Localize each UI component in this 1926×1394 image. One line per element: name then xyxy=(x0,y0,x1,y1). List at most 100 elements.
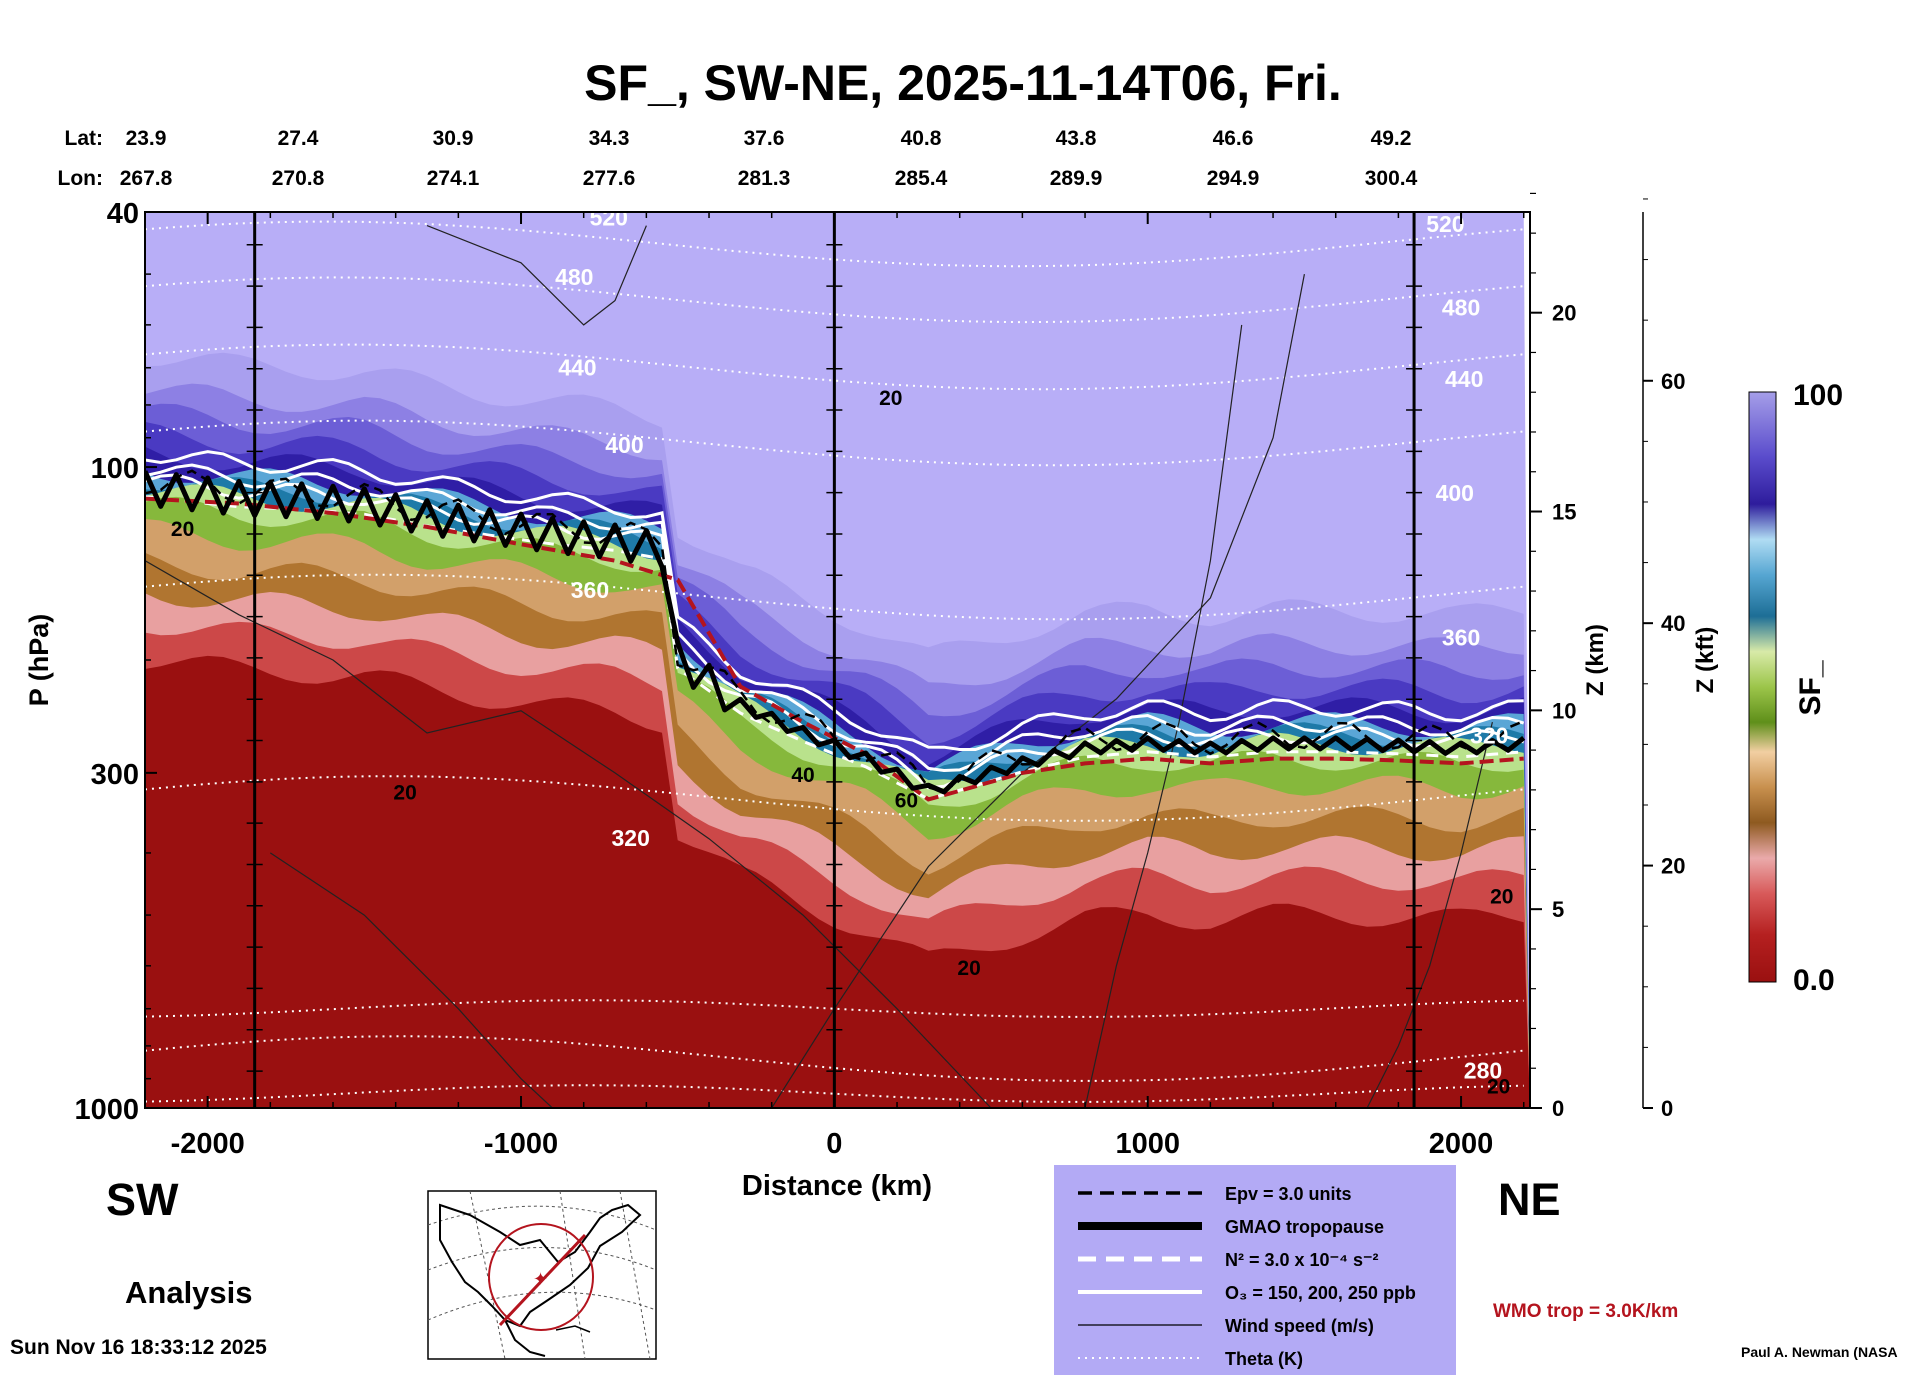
x-tick-label: 1000 xyxy=(1115,1128,1180,1160)
theta-label: 440 xyxy=(1445,366,1483,392)
theta-label: 360 xyxy=(571,577,609,603)
lon-value: 281.3 xyxy=(738,167,791,190)
timestamp: Sun Nov 16 18:33:12 2025 xyxy=(10,1336,267,1359)
x-tick-label: 2000 xyxy=(1429,1128,1494,1160)
theta-label: 280 xyxy=(1464,1058,1502,1084)
wind-label: 20 xyxy=(957,957,980,980)
colorbar-title: SF_ xyxy=(1794,660,1827,715)
legend-label: N² = 3.0 x 10⁻⁴ s⁻² xyxy=(1225,1250,1378,1270)
lat-value: 46.6 xyxy=(1213,127,1254,150)
zkft-tick-label: 60 xyxy=(1661,369,1685,394)
wind-contour xyxy=(1366,721,1493,1108)
ne-label: NE xyxy=(1498,1174,1561,1225)
theta-label: 400 xyxy=(1436,480,1474,506)
wind-label: 20 xyxy=(879,387,902,410)
lon-value: 285.4 xyxy=(895,167,948,190)
wind-contour xyxy=(269,852,553,1108)
lat-value: 49.2 xyxy=(1371,127,1412,150)
x-tick-label: -2000 xyxy=(171,1128,245,1160)
wind-contour xyxy=(426,225,647,326)
lon-label: Lon: xyxy=(58,167,103,190)
lat-value: 43.8 xyxy=(1056,127,1097,150)
axes: -2000 -1000 0 1000 2000 40 100 300 1000 0 5 10 15 20 0… xyxy=(74,192,1685,1160)
theta-label: 400 xyxy=(605,432,643,458)
lon-value: 294.9 xyxy=(1207,167,1260,190)
lat-value: 34.3 xyxy=(589,127,630,150)
legend-box xyxy=(1054,1165,1456,1375)
wind-label: 20 xyxy=(393,781,416,804)
lon-value: 300.4 xyxy=(1365,167,1418,190)
legend-label: GMAO tropopause xyxy=(1225,1217,1384,1237)
theta-line xyxy=(145,1084,1524,1103)
wind-label: 60 xyxy=(895,790,918,813)
wmo-label: WMO trop = 3.0K/km xyxy=(1493,1301,1678,1322)
y-axis-title: P (hPa) xyxy=(24,614,54,707)
wind-label: 20 xyxy=(171,518,194,541)
lon-values: 267.8 270.8 274.1 277.6 281.3 285.4 289.9 294.9… xyxy=(120,167,1418,190)
wind-contour xyxy=(145,560,992,1108)
zkft-tick-label: 0 xyxy=(1661,1096,1673,1121)
zkft-tick-label: 40 xyxy=(1661,611,1685,636)
wind-label: 20 xyxy=(1490,886,1513,909)
wind-contour xyxy=(1084,324,1243,1108)
lon-value: 277.6 xyxy=(583,167,636,190)
lon-value: 267.8 xyxy=(120,167,173,190)
theta-label: 360 xyxy=(1442,625,1480,651)
zkft-tick-label: 20 xyxy=(1661,854,1685,879)
wmo-trop-line xyxy=(145,496,1524,802)
lat-value: 30.9 xyxy=(433,127,474,150)
legend-label: Wind speed (m/s) xyxy=(1225,1316,1374,1336)
chart-title: SF_, SW-NE, 2025-11-14T06, Fri. xyxy=(584,55,1342,111)
x-tick-label: -1000 xyxy=(484,1128,558,1160)
zkm-tick-label: 20 xyxy=(1552,301,1576,326)
theta-label: 520 xyxy=(590,205,628,231)
lat-value: 40.8 xyxy=(901,127,942,150)
y-tick-label: 300 xyxy=(91,759,139,791)
y-tick-label: 1000 xyxy=(74,1094,139,1126)
sw-label: SW xyxy=(106,1174,179,1225)
legend: Epv = 3.0 units GMAO tropopause N² = 3.0 x… xyxy=(1078,1184,1416,1369)
analysis-label: Analysis xyxy=(125,1275,253,1310)
contour-overlays: 5204804404003603205204804404003603202802… xyxy=(145,205,1526,1108)
theta-label: 480 xyxy=(1442,294,1480,320)
zkm-tick-label: 5 xyxy=(1552,897,1564,922)
zkm-tick-label: 15 xyxy=(1552,500,1576,525)
x-tick-label: 0 xyxy=(826,1128,842,1160)
theta-label: 440 xyxy=(558,355,596,381)
wind-contour xyxy=(771,273,1305,1108)
theta-label: 520 xyxy=(1426,211,1464,237)
author-credit: Paul A. Newman (NASA xyxy=(1741,1344,1898,1360)
sf-field xyxy=(145,212,1530,1108)
lat-values: 23.9 27.4 30.9 34.3 37.6 40.8 43.8 46.6 49.2 xyxy=(126,127,1412,150)
colorbar xyxy=(1748,391,1777,983)
y-tick-label: 100 xyxy=(91,453,139,485)
lat-label: Lat: xyxy=(65,127,104,150)
lon-value: 270.8 xyxy=(272,167,325,190)
sf-band xyxy=(145,655,1530,1108)
zkft-axis-title: Z (kft) xyxy=(1692,627,1719,694)
legend-label: Epv = 3.0 units xyxy=(1225,1184,1352,1204)
theta-label: 480 xyxy=(555,264,593,290)
zkm-tick-label: 0 xyxy=(1552,1096,1564,1121)
legend-label: Theta (K) xyxy=(1225,1349,1303,1369)
zkm-tick-label: 10 xyxy=(1552,698,1576,723)
wind-label: 40 xyxy=(791,764,814,787)
theta-label: 320 xyxy=(612,825,650,851)
y-tick-label: 40 xyxy=(107,198,139,230)
lat-value: 27.4 xyxy=(278,127,319,150)
colorbar-max-label: 100 xyxy=(1793,379,1843,412)
inset-map: ✦ xyxy=(427,1190,657,1360)
lon-value: 274.1 xyxy=(427,167,480,190)
lat-value: 37.6 xyxy=(744,127,785,150)
theta-label: 320 xyxy=(1470,723,1508,749)
lat-value: 23.9 xyxy=(126,127,167,150)
wind-label: 20 xyxy=(1487,1076,1510,1099)
x-axis-title: Distance (km) xyxy=(742,1170,932,1202)
lon-value: 289.9 xyxy=(1050,167,1103,190)
colorbar-min-label: 0.0 xyxy=(1793,964,1835,997)
zkm-axis-title: Z (km) xyxy=(1582,624,1609,696)
theta-line xyxy=(145,999,1524,1018)
svg-text:✦: ✦ xyxy=(533,1269,548,1289)
legend-label: O₃ = 150, 200, 250 ppb xyxy=(1225,1283,1416,1303)
